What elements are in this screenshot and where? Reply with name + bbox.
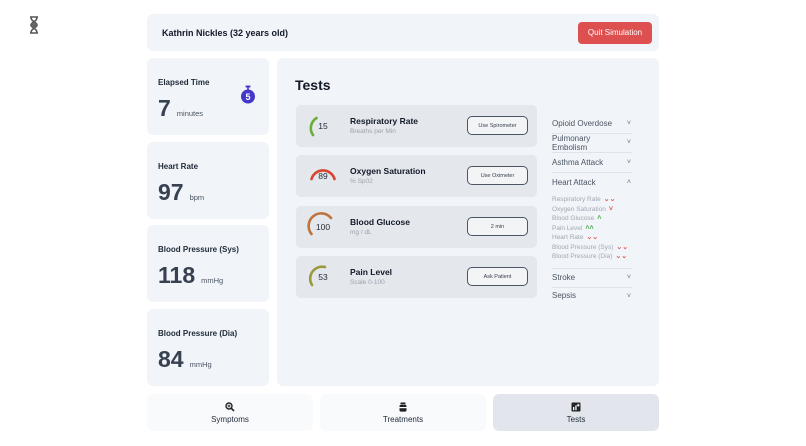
- gauge-value: 15: [318, 121, 328, 131]
- gauge: 100: [307, 212, 339, 242]
- stopwatch-icon: 5: [241, 85, 255, 104]
- wait-2-min-button[interactable]: 2 min: [467, 217, 528, 236]
- tab-label: Treatments: [382, 414, 424, 424]
- tests-panel: Tests 15 Respiratory Rate Breaths per Mi…: [277, 58, 659, 386]
- svg-text:5: 5: [245, 92, 250, 102]
- chevron-down-icon: ˅: [626, 139, 631, 147]
- patient-header: Kathrin Nickles (32 years old) Quit Simu…: [147, 14, 659, 51]
- gauge-arc-icon: [308, 265, 327, 287]
- patient-name: Kathrin Nickles (32 years old): [162, 27, 289, 38]
- quit-simulation-button[interactable]: Quit Simulation: [578, 21, 652, 44]
- indicator-row: Blood Pressure (Sys) ⌄⌄: [552, 243, 629, 251]
- diagnosis-list: Opioid Overdose ˅ Pulmonary Embolism ˅ A…: [552, 114, 632, 300]
- chevron-up-icon: ˄: [597, 215, 602, 222]
- tests-title: Tests: [295, 77, 331, 93]
- diagnosis-label: Stroke: [552, 273, 576, 283]
- chevron-down-icon: ˅: [626, 119, 631, 127]
- stat-blood-pressure-dia: Blood Pressure (Dia) 84 mmHg: [147, 309, 269, 386]
- stat-label: Blood Pressure (Dia): [158, 329, 238, 338]
- test-card-oxygen-saturation: 89 Oxygen Saturation % Sp02 Use Oximeter: [296, 155, 537, 197]
- dna-logo-icon: [30, 16, 38, 34]
- indicator-row: Heart Rate ⌄⌄: [552, 234, 599, 241]
- use-oximeter-button[interactable]: Use Oximeter: [467, 166, 528, 185]
- diagnosis-pulmonary-embolism[interactable]: Pulmonary Embolism ˅: [552, 133, 632, 153]
- test-name: Respiratory Rate: [350, 116, 419, 126]
- double-chevron-down-icon: ⌄⌄: [603, 196, 616, 203]
- stat-value: 118: [158, 262, 196, 288]
- tab-treatments[interactable]: Treatments: [320, 394, 486, 431]
- diagnosis-label: Asthma Attack: [552, 157, 604, 167]
- indicator-row: Oxygen Saturation ˅: [552, 205, 613, 213]
- gauge-arc-icon: [309, 116, 318, 137]
- gauge-arc-icon: [307, 212, 333, 236]
- chevron-down-icon: ˅: [626, 158, 631, 166]
- gauge-arc-icon: [310, 169, 336, 181]
- diagnosis-label: Opioid Overdose: [552, 118, 613, 128]
- tab-label: Symptoms: [211, 414, 249, 424]
- diagnosis-label: Heart Attack: [552, 177, 596, 187]
- diagnosis-opioid-overdose[interactable]: Opioid Overdose ˅: [552, 114, 632, 134]
- indicator-row: Blood Glucose ˄: [552, 215, 602, 222]
- heart-attack-indicators: Respiratory Rate ⌄⌄ Oxygen Saturation ˅ Bl…: [552, 192, 632, 269]
- diagnosis-label: Sepsis: [552, 291, 577, 300]
- stat-unit: bpm: [189, 193, 205, 202]
- chevron-down-icon: ˅: [626, 293, 631, 300]
- stat-label: Blood Pressure (Sys): [158, 245, 239, 254]
- tab-symptoms[interactable]: Symptoms: [147, 394, 313, 431]
- stat-blood-pressure-sys: Blood Pressure (Sys) 118 mmHg: [147, 225, 269, 302]
- test-unit: mg / dL: [350, 229, 372, 236]
- double-chevron-up-icon: ˄˄: [585, 224, 594, 232]
- gauge: 53: [307, 262, 339, 292]
- tab-tests[interactable]: Tests: [493, 394, 659, 431]
- diagnosis-sepsis[interactable]: Sepsis ˅: [552, 288, 632, 300]
- tab-label: Tests: [566, 414, 586, 424]
- gauge-value: 53: [318, 272, 328, 282]
- double-chevron-down-icon: ⌄⌄: [616, 243, 629, 251]
- stat-value: 97: [158, 179, 184, 205]
- chart-report-icon: [571, 402, 581, 411]
- stat-label: Heart Rate: [158, 162, 199, 171]
- diagnosis-label: Pulmonary Embolism: [552, 133, 591, 152]
- stat-value: 84: [158, 346, 184, 372]
- gauge-value: 100: [315, 222, 331, 232]
- double-chevron-down-icon: ⌄⌄: [615, 253, 628, 260]
- diagnosis-heart-attack[interactable]: Heart Attack ˄: [552, 173, 632, 193]
- chevron-up-icon: ˄: [626, 178, 631, 186]
- test-name: Oxygen Saturation: [350, 166, 426, 176]
- double-chevron-down-icon: ⌄⌄: [586, 234, 599, 241]
- ask-patient-button[interactable]: Ask Patient: [467, 267, 528, 286]
- stat-value: 7: [158, 95, 171, 121]
- stat-unit: mmHg: [189, 360, 212, 369]
- test-unit: % Sp02: [350, 178, 373, 185]
- magnifier-plus-icon: [225, 401, 235, 412]
- stat-elapsed-time: Elapsed Time 7 minutes 5: [147, 58, 269, 135]
- diagnosis-stroke[interactable]: Stroke ˅: [552, 269, 632, 288]
- test-card-blood-glucose: 100 Blood Glucose mg / dL 2 min: [296, 206, 537, 248]
- test-unit: Breaths per Min: [350, 128, 396, 135]
- gauge-value: 89: [318, 171, 328, 181]
- gauge: 89: [307, 161, 339, 191]
- stat-unit: minutes: [176, 109, 204, 118]
- use-spirometer-button[interactable]: Use Spirometer: [467, 116, 528, 135]
- pill-bottle-icon: [399, 402, 407, 412]
- test-name: Blood Glucose: [350, 217, 410, 227]
- test-card-respiratory-rate: 15 Respiratory Rate Breaths per Min Use …: [296, 105, 537, 147]
- indicator-row: Respiratory Rate ⌄⌄: [552, 196, 616, 203]
- gauge: 15: [307, 111, 339, 141]
- indicator-row: Blood Pressure (Dia) ⌄⌄: [552, 253, 628, 260]
- indicator-row: Pain Level ˄˄: [552, 224, 594, 232]
- stat-label: Elapsed Time: [158, 78, 210, 87]
- stat-unit: mmHg: [201, 276, 224, 285]
- chevron-down-icon: ˅: [608, 205, 613, 213]
- diagnosis-asthma-attack[interactable]: Asthma Attack ˅: [552, 153, 632, 173]
- chevron-down-icon: ˅: [626, 274, 631, 282]
- stat-heart-rate: Heart Rate 97 bpm: [147, 142, 269, 219]
- test-name: Pain Level: [350, 267, 393, 277]
- test-card-pain-level: 53 Pain Level Scale 0-100 Ask Patient: [296, 256, 537, 298]
- test-unit: Scale 0-100: [350, 279, 385, 286]
